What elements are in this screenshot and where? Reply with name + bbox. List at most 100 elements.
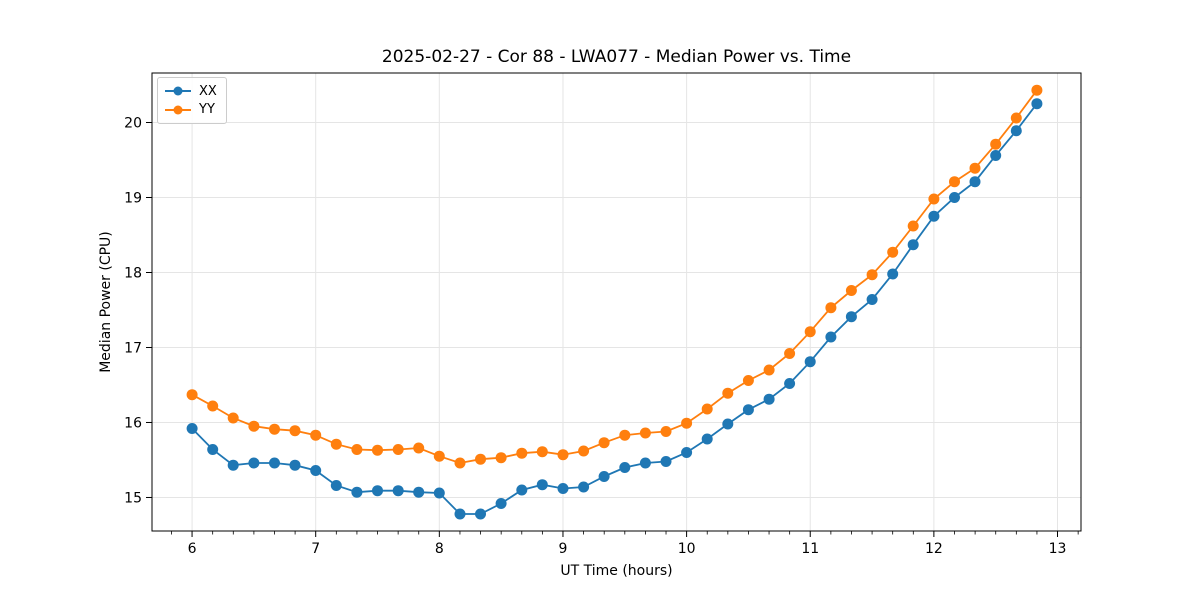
data-point-xx [330, 480, 342, 491]
x-tick-label: 11 [801, 541, 819, 557]
data-point-yy [763, 364, 775, 376]
series-line-yy [191, 89, 1038, 464]
data-point-xx [804, 356, 816, 368]
data-point-yy [269, 423, 280, 435]
data-point-xx [639, 457, 651, 469]
data-point-yy [928, 193, 940, 205]
data-point-xx [578, 481, 590, 493]
data-point-xx [825, 331, 837, 343]
data-point-yy [372, 444, 383, 456]
data-point-yy [598, 437, 610, 449]
data-point-yy [207, 400, 219, 412]
data-point-xx [186, 423, 198, 434]
data-point-yy [660, 426, 672, 437]
data-point-yy [454, 457, 466, 469]
data-point-yy [804, 326, 816, 338]
data-point-xx [475, 508, 486, 520]
legend-item-yy: YY [164, 103, 218, 116]
y-tick-label: 20 [124, 115, 142, 131]
x-tick-label: 8 [435, 541, 444, 557]
data-point-yy [866, 269, 878, 281]
data-point-yy [887, 246, 899, 258]
data-point-xx [413, 486, 425, 498]
data-point-xx [763, 393, 775, 405]
data-point-xx [310, 465, 322, 476]
x-tick-label: 10 [678, 541, 696, 557]
legend-swatch-yy-icon [165, 105, 191, 115]
data-point-xx [907, 239, 919, 251]
data-point-xx [372, 485, 383, 497]
data-point-yy [742, 375, 754, 386]
series-line-xx [191, 103, 1038, 515]
data-point-xx [557, 483, 569, 494]
data-point-yy [990, 138, 1002, 150]
data-point-xx [722, 418, 734, 430]
data-point-yy [784, 348, 796, 359]
y-tick-label: 15 [124, 490, 142, 506]
data-point-yy [722, 387, 734, 399]
data-point-xx [1031, 98, 1043, 110]
data-point-xx [351, 486, 363, 498]
data-point-xx [949, 192, 960, 203]
data-point-yy [495, 452, 507, 464]
data-point-xx [269, 457, 280, 469]
x-tick-label: 13 [1049, 541, 1067, 557]
data-point-yy [186, 389, 198, 401]
data-point-xx [845, 311, 857, 323]
x-tick-label: 7 [311, 541, 320, 557]
data-point-xx [928, 210, 940, 222]
data-point-yy [475, 453, 486, 465]
data-point-xx [969, 176, 981, 188]
x-tick-label: 6 [188, 541, 197, 557]
data-point-yy [330, 438, 342, 450]
data-point-yy [227, 412, 239, 424]
data-point-yy [907, 220, 919, 232]
plot-border [151, 72, 1082, 532]
data-point-yy [845, 285, 857, 296]
y-tick-label: 17 [124, 340, 142, 356]
x-tick-label: 9 [559, 541, 568, 557]
y-tick-label: 18 [124, 265, 142, 281]
data-point-yy [969, 162, 981, 174]
data-point-xx [433, 487, 445, 499]
legend-item-xx: XX [164, 85, 218, 98]
y-tick-label: 16 [124, 415, 142, 431]
data-point-xx [990, 150, 1002, 161]
data-point-yy [681, 417, 693, 429]
data-point-yy [536, 446, 548, 458]
x-tick-label: 12 [925, 541, 943, 557]
data-point-xx [227, 459, 239, 471]
data-point-yy [619, 429, 631, 441]
data-point-yy [639, 427, 651, 439]
data-point-xx [207, 444, 219, 455]
data-point-yy [516, 447, 528, 459]
legend-label-xx: XX [199, 83, 217, 99]
data-point-xx [742, 404, 754, 416]
data-point-yy [701, 403, 713, 415]
data-point-yy [557, 449, 569, 461]
data-point-xx [454, 508, 466, 520]
data-point-xx [495, 498, 507, 509]
data-point-yy [578, 445, 590, 457]
y-axis-label: Median Power (CPU) [98, 231, 114, 373]
legend-label-yy: YY [199, 102, 215, 118]
data-point-xx [516, 484, 528, 496]
data-point-yy [949, 176, 960, 188]
data-point-yy [1010, 112, 1022, 124]
y-tick-label: 19 [124, 190, 142, 206]
data-point-xx [392, 485, 404, 497]
legend: XX YY [157, 77, 227, 124]
data-point-yy [1031, 84, 1043, 96]
data-point-yy [413, 442, 425, 454]
chart-title: 2025-02-27 - Cor 88 - LWA077 - Median Po… [381, 47, 852, 67]
data-point-yy [289, 425, 301, 437]
data-point-yy [825, 302, 837, 314]
data-point-xx [619, 462, 631, 473]
data-point-xx [660, 456, 672, 467]
data-point-xx [701, 433, 713, 445]
data-point-yy [351, 444, 363, 455]
data-point-xx [1010, 125, 1022, 137]
data-point-xx [289, 459, 301, 471]
